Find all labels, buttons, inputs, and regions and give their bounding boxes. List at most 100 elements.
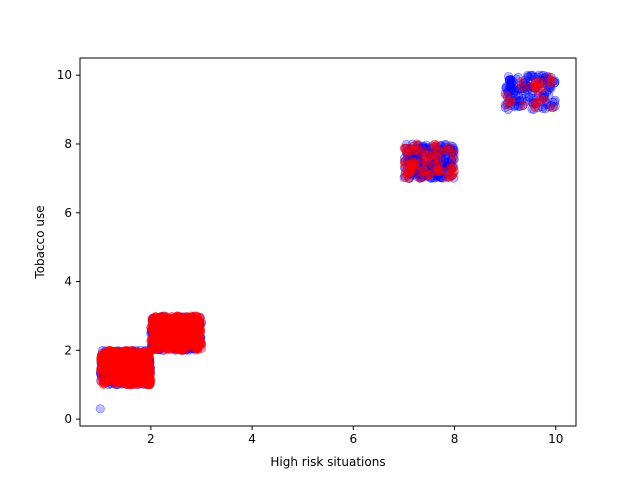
plot-frame: [79, 57, 577, 427]
red-point: [118, 368, 128, 379]
red-point: [195, 313, 205, 323]
blue-point: [508, 80, 518, 90]
red-point: [501, 90, 511, 100]
blue-point: [439, 155, 450, 165]
blue-point: [538, 103, 548, 113]
blue-point: [506, 75, 516, 85]
red-point: [143, 363, 153, 373]
y-tick-label: 4: [64, 275, 72, 289]
blue-point: [523, 72, 534, 82]
red-point: [445, 172, 456, 182]
blue-point: [511, 95, 521, 105]
red-point: [171, 330, 181, 340]
blue-point: [524, 92, 534, 103]
red-point: [517, 82, 527, 92]
y-tick-label: 6: [64, 206, 72, 220]
y-tick-label: 8: [64, 137, 72, 151]
blue-point: [508, 83, 518, 93]
blue-point: [500, 89, 510, 99]
red-point: [148, 316, 158, 326]
blue-point: [511, 74, 521, 84]
blue-point: [501, 81, 512, 92]
x-tick-label: 8: [451, 432, 459, 446]
red-point: [412, 139, 422, 149]
blue-point: [542, 99, 552, 110]
blue-point: [507, 84, 517, 94]
red-point: [106, 373, 116, 383]
red-point: [112, 354, 122, 364]
red-point: [399, 157, 410, 167]
red-point: [151, 328, 161, 338]
red-point: [192, 344, 203, 354]
red-point: [125, 346, 135, 356]
red-point: [433, 146, 443, 156]
red-point: [399, 143, 409, 153]
blue-point: [519, 83, 529, 94]
blue-point: [506, 78, 517, 89]
x-axis-label: High risk situations: [270, 455, 385, 469]
x-tick-label: 10: [548, 432, 563, 446]
blue-point: [523, 70, 533, 80]
red-point: [176, 342, 186, 352]
red-point: [526, 81, 536, 91]
blue-point: [441, 158, 451, 168]
blue-point: [505, 75, 515, 85]
blue-point: [505, 82, 515, 93]
blue-point: [421, 143, 432, 153]
red-point: [547, 77, 557, 87]
red-point: [446, 146, 456, 156]
blue-point: [506, 82, 516, 92]
blue-point: [540, 104, 551, 114]
red-point: [400, 168, 410, 178]
blue-point: [508, 86, 518, 96]
red-point: [448, 163, 458, 173]
x-tick-label: 2: [147, 432, 155, 446]
y-tick-label: 0: [64, 412, 72, 426]
blue-point: [503, 71, 514, 82]
red-point: [547, 103, 557, 113]
blue-point: [436, 154, 446, 164]
red-point: [137, 377, 147, 387]
blue-point: [550, 97, 560, 107]
y-axis: 0 2 4 6 8 10: [57, 68, 80, 426]
points-layer: [95, 70, 560, 414]
red-point: [544, 72, 554, 82]
blue-point: [501, 83, 511, 93]
blue-point: [528, 70, 538, 81]
red-point: [172, 312, 182, 322]
red-point: [415, 147, 425, 157]
red-point: [136, 362, 146, 372]
red-point: [430, 161, 440, 171]
blue-point: [506, 75, 516, 85]
red-point: [518, 100, 528, 110]
red-point: [505, 97, 515, 107]
red-point: [449, 149, 459, 159]
blue-point: [501, 83, 512, 93]
red-point: [539, 95, 549, 105]
red-point: [419, 166, 430, 176]
red-point: [441, 145, 451, 155]
blue-point: [504, 75, 515, 85]
blue-point: [504, 75, 514, 85]
red-point: [409, 146, 420, 156]
red-point: [530, 102, 540, 112]
blue-point: [506, 77, 516, 88]
red-point: [406, 163, 416, 173]
y-tick-label: 10: [57, 68, 72, 82]
red-point: [421, 156, 431, 166]
red-point: [121, 379, 131, 389]
x-tick-label: 6: [349, 432, 357, 446]
blue-point: [513, 91, 524, 101]
blue-point: [523, 92, 534, 102]
blue-point: [506, 80, 516, 91]
blue-point: [510, 86, 520, 96]
red-point: [431, 141, 441, 151]
red-point: [142, 379, 152, 390]
red-point: [407, 161, 418, 172]
blue-point: [95, 404, 105, 414]
red-point: [165, 318, 175, 328]
blue-point: [504, 80, 514, 91]
red-point: [160, 341, 171, 351]
red-point: [136, 368, 146, 379]
